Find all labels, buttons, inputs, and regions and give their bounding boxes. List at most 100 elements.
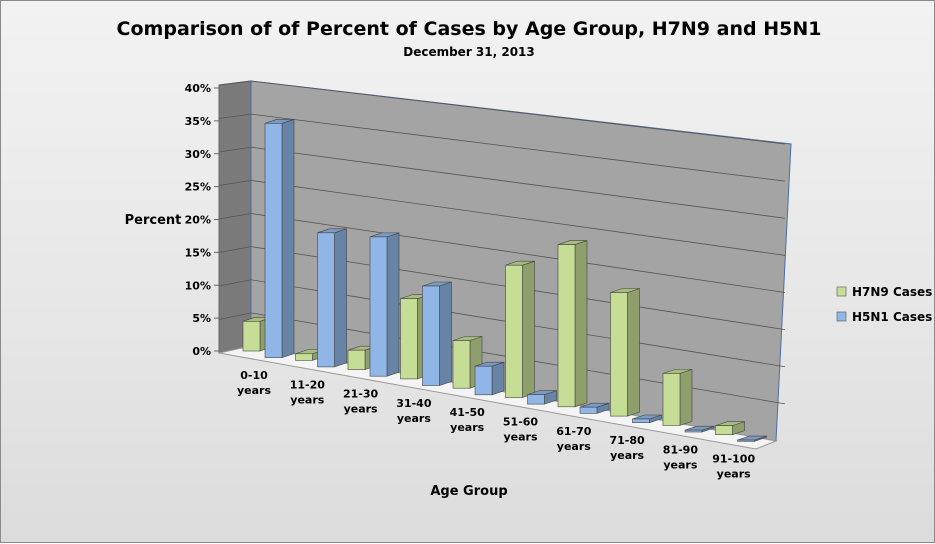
bar-front <box>632 418 650 424</box>
bar-side <box>386 232 400 377</box>
x-tick-line: 91-100 <box>712 453 755 466</box>
bar-front <box>369 236 388 377</box>
gridline <box>250 80 786 145</box>
bar-front <box>317 232 335 368</box>
x-tick-label: 61-70 years <box>556 425 592 453</box>
y-axis: 0% 5% 10% 15% 20% 25% 30% 35% 40% <box>185 82 219 358</box>
h5n1-bar <box>684 425 715 433</box>
x-tick-line: 41-50 <box>450 406 486 419</box>
y-tick-label: 5% <box>192 312 211 325</box>
bar-front <box>400 298 418 380</box>
legend-label: H7N9 Cases <box>852 285 932 299</box>
x-tick-label: 51-60 years <box>503 416 539 444</box>
h5n1-bar <box>737 435 767 442</box>
bar-front <box>662 373 681 426</box>
bar-front <box>347 349 366 370</box>
h5n1-bar <box>264 118 295 359</box>
x-tick-label: 81-90 years <box>663 443 699 471</box>
bar-side <box>574 240 588 408</box>
gridline <box>250 146 786 219</box>
x-axis-label: Age Group <box>430 484 507 499</box>
h7n9-bar <box>557 240 588 408</box>
x-tick-label: 0-10 years <box>237 369 271 397</box>
y-tick-label: 15% <box>185 246 211 259</box>
bar-side <box>522 260 535 398</box>
x-tick-label: 41-50 years <box>450 406 486 434</box>
bar-front <box>610 292 628 417</box>
x-tick-line: 61-70 <box>556 425 592 438</box>
x-tick-line: 11-20 <box>290 378 326 391</box>
gridline <box>218 246 252 253</box>
gridline <box>250 213 786 293</box>
h5n1-bar <box>369 232 400 377</box>
gridline <box>218 312 252 320</box>
y-tick-label: 25% <box>185 181 211 194</box>
bar-front <box>505 264 523 398</box>
bar-front <box>422 285 440 386</box>
x-tick-line: 31-40 <box>396 397 432 410</box>
x-tick-line: years <box>397 412 431 425</box>
h5n1-bar <box>579 402 610 414</box>
h5n1-bar <box>632 414 662 424</box>
bar-side <box>627 288 640 417</box>
y-tick-label: 35% <box>185 115 211 128</box>
legend-swatch <box>836 311 847 322</box>
side-wall <box>218 80 252 354</box>
x-tick-label: 11-20 years <box>290 378 326 406</box>
h7n9-bar <box>662 368 693 426</box>
x-tick-line: years <box>344 403 378 416</box>
bar-side <box>281 118 295 359</box>
legend: H7N9 Cases H5N1 Cases <box>836 285 932 324</box>
x-tick-line: 51-60 <box>503 416 539 429</box>
x-tick-line: years <box>290 393 324 406</box>
x-tick-line: years <box>717 468 751 481</box>
x-tick-label: 21-30 years <box>343 388 379 416</box>
x-tick-line: 0-10 <box>240 369 268 382</box>
gridline <box>218 279 252 287</box>
x-tick-line: 71-80 <box>610 434 646 447</box>
floor <box>218 345 778 450</box>
x-tick-line: years <box>557 440 591 453</box>
h5n1-bar <box>527 390 557 405</box>
bar-front <box>737 439 755 442</box>
bar-front <box>684 429 703 433</box>
x-tick-line: years <box>610 449 644 462</box>
legend-label: H5N1 Cases <box>852 310 932 324</box>
y-tick-label: 0% <box>192 345 211 358</box>
bar-front <box>557 244 576 408</box>
gridline <box>218 146 252 153</box>
x-tick-label: 91-100 years <box>712 453 755 481</box>
bar-front <box>242 320 261 352</box>
x-tick-line: years <box>237 384 271 397</box>
chart-subtitle: December 31, 2013 <box>403 45 535 59</box>
h5n1-bar <box>474 361 505 396</box>
h5n1-bar <box>422 281 452 386</box>
h7n9-bar <box>505 260 535 398</box>
bar-front <box>264 123 283 358</box>
gridline <box>218 113 252 119</box>
y-tick-label: 30% <box>185 148 211 161</box>
bar-front <box>474 365 493 396</box>
bar-side <box>334 228 347 368</box>
bar-front <box>579 406 598 414</box>
y-tick-label: 40% <box>185 82 211 95</box>
bar-front <box>715 425 733 435</box>
bar-side <box>491 361 505 396</box>
h7n9-bar <box>610 288 640 417</box>
gridline <box>218 179 252 186</box>
h5n1-bar <box>317 228 347 368</box>
h7n9-bar <box>715 421 745 436</box>
bar-side <box>679 368 693 426</box>
x-tick-label: 71-80 years <box>610 434 646 462</box>
y-tick-label: 20% <box>185 214 211 227</box>
x-tick-line: 21-30 <box>343 388 379 401</box>
gridline <box>218 213 252 220</box>
legend-swatch <box>836 286 847 297</box>
y-axis-label: Percent <box>125 213 182 228</box>
gridline <box>250 179 786 256</box>
bar-front <box>527 394 545 405</box>
y-tick-label: 10% <box>185 279 211 292</box>
x-tick-label: 31-40 years <box>396 397 432 425</box>
